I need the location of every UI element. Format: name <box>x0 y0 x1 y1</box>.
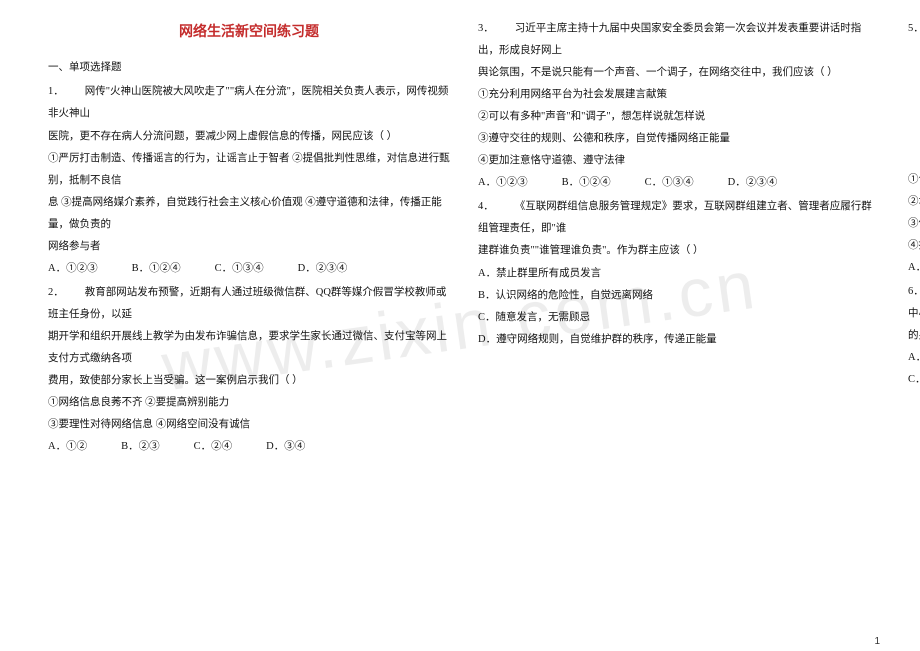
q1-opt-a: A．①②③ <box>48 258 98 280</box>
question-6: 6． 近年来，不少含有不良信息、网络游戏及商业广告等内容的有害手机软件进入中小学… <box>908 281 920 391</box>
q5-a2: ②增强自我保护能力，抵制上网 <box>908 191 920 213</box>
q4-l1: 建群谁负责""谁管理谁负责"。作为群主应该（ ） <box>478 240 880 262</box>
q3-l4: ③遵守交往的规则、公德和秩序，自觉传播网络正能量 <box>478 128 880 150</box>
q1-opt-c: C．①③④ <box>215 258 264 280</box>
q6-opts-row1: A．客观事物复杂多变，人们无法认清真相 B．立场不同，人们对事物的看法必然各异 <box>908 347 920 369</box>
q5-options: A．①② B．①④ C．②③ D．③④ <box>908 257 920 279</box>
q4-l4: C．随意发言，无需顾忌 <box>478 307 880 329</box>
document-body: 网络生活新空间练习题 一、单项选择题 1． 网传"火神山医院被大风吹走了""病人… <box>0 0 920 620</box>
q4-l3: B．认识网络的危险性，自觉远离网络 <box>478 285 880 307</box>
q2-l0: 教育部网站发布预警，近期有人通过班级微信群、QQ群等媒介假冒学校教师或班主任身份… <box>48 287 446 320</box>
q5-num: 5． <box>908 23 920 34</box>
q3-l1: 舆论氛围，不是说只能有一个声音、一个调子，在网络交往中，我们应该（ ） <box>478 62 880 84</box>
section-heading: 一、单项选择题 <box>48 57 450 79</box>
q5-opt-a: A．①② <box>908 257 920 279</box>
q3-opt-a: A．①②③ <box>478 172 528 194</box>
q1-l3: 息 ③提高网络媒介素养，自觉践行社会主义核心价值观 ④遵守道德和法律，传播正能量… <box>48 192 450 236</box>
question-3: 3． 习近平主席主持十九届中央国家安全委员会第一次会议并发表重要讲话时指出，形成… <box>478 18 880 194</box>
q1-opt-d: D．②③④ <box>298 258 348 280</box>
question-5: 5． 下边漫画启示中学生应该（ ） 低俗之风 网络需要正能量。 网站 博客 客户… <box>908 18 920 279</box>
q1-l4: 网络参与者 <box>48 236 450 258</box>
q1-l1: 医院，更不存在病人分流问题，要减少网上虚假信息的传播，网民应该（ ） <box>48 126 450 148</box>
q2-l3: ①网络信息良莠不齐 ②要提高辨别能力 <box>48 392 450 414</box>
q2-l2: 费用，致使部分家长上当受骗。这一案例启示我们（ ） <box>48 370 450 392</box>
q2-opt-c: C．②④ <box>194 436 233 458</box>
question-4: 4． 《互联网群组信息服务管理规定》要求，互联网群组建立者、管理者应履行群组管理… <box>478 196 880 350</box>
q3-options: A．①②③ B．①②④ C．①③④ D．②③④ <box>478 172 880 194</box>
question-2: 2． 教育部网站发布预警，近期有人通过班级微信群、QQ群等媒介假冒学校教师或班主… <box>48 282 450 458</box>
q2-opt-d: D．③④ <box>266 436 305 458</box>
q4-l0: 《互联网群组信息服务管理规定》要求，互联网群组建立者、管理者应履行群组管理责任，… <box>478 201 872 234</box>
q2-l4: ③要理性对待网络信息 ④网络空间没有诚信 <box>48 414 450 436</box>
q6-opt-c: C．网络信息鱼龙混杂，需要学会科学辨别 <box>908 369 920 391</box>
q6-opts-row2: C．网络信息鱼龙混杂，需要学会科学辨别 D．网络世界无拘无束，虚假信息不可避免 <box>908 369 920 391</box>
q6-opt-a: A．客观事物复杂多变，人们无法认清真相 <box>908 347 920 369</box>
q3-l5: ④更加注意恪守道德、遵守法律 <box>478 150 880 172</box>
question-1: 1． 网传"火神山医院被大风吹走了""病人在分流"，医院相关负责人表示，网传视频… <box>48 81 450 279</box>
q2-opt-a: A．①② <box>48 436 87 458</box>
q4-l2: A．禁止群里所有成员发言 <box>478 263 880 285</box>
q1-options: A．①②③ B．①②④ C．①③④ D．②③④ <box>48 258 450 280</box>
page-number: 1 <box>874 636 880 647</box>
q4-num: 4． <box>478 201 494 212</box>
q1-opt-b: B．①②④ <box>132 258 181 280</box>
q6-l1: 的身心健康带来不良影响。这启示我们 <box>908 325 920 347</box>
q6-num: 6． <box>908 286 920 297</box>
q4-l5: D．遵守网络规则，自觉维护群的秩序，传递正能量 <box>478 329 880 351</box>
q5-a4: ④提高辨别能力和抗诱惑能力 <box>908 235 920 257</box>
q5-a1: ①合理利用网络，传播正能量 <box>908 169 920 191</box>
q3-l0: 习近平主席主持十九届中央国家安全委员会第一次会议并发表重要讲话时指出，形成良好网… <box>478 23 861 56</box>
q5-a3: ③依法严惩网络谣言制造者 <box>908 213 920 235</box>
q2-options: A．①② B．②③ C．②④ D．③④ <box>48 436 450 458</box>
q3-l2: ①充分利用网络平台为社会发展建言献策 <box>478 84 880 106</box>
q2-opt-b: B．②③ <box>121 436 160 458</box>
q3-opt-d: D．②③④ <box>728 172 778 194</box>
q2-l1: 期开学和组织开展线上教学为由发布诈骗信息，要求学生家长通过微信、支付宝等网上支付… <box>48 326 450 370</box>
q3-l3: ②可以有多种"声音"和"调子"，想怎样说就怎样说 <box>478 106 880 128</box>
q3-opt-b: B．①②④ <box>562 172 611 194</box>
q1-l0: 网传"火神山医院被大风吹走了""病人在分流"，医院相关负责人表示，网传视频非火神… <box>48 86 448 119</box>
q3-opt-c: C．①③④ <box>645 172 694 194</box>
q1-num: 1． <box>48 86 64 97</box>
q2-num: 2． <box>48 287 64 298</box>
q3-num: 3． <box>478 23 494 34</box>
page-title: 网络生活新空间练习题 <box>48 18 450 47</box>
q1-l2: ①严厉打击制造、传播谣言的行为，让谣言止于智者 ②提倡批判性思维，对信息进行甄别… <box>48 148 450 192</box>
